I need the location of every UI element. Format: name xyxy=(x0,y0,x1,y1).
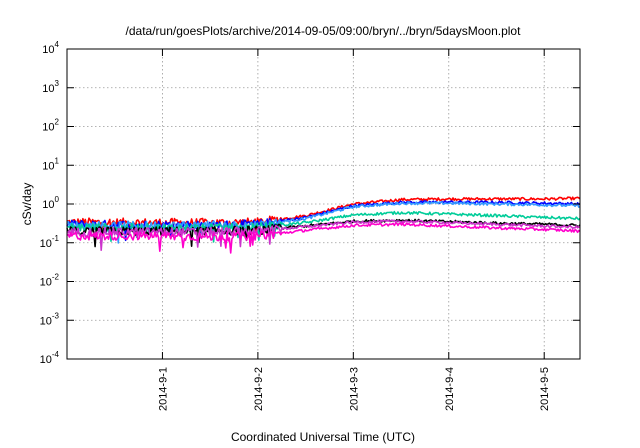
x-tick-labels: 2014-9-1 2014-9-2 2014-9-3 2014-9-4 2014-9-5 xyxy=(157,367,551,411)
y-tick-label: 10-1 xyxy=(40,234,60,250)
x-tick-label: 2014-9-2 xyxy=(253,367,265,411)
series-line xyxy=(66,222,581,254)
series-line xyxy=(66,219,581,251)
x-tick-label: 2014-9-3 xyxy=(348,367,360,411)
y-tick-labels: 104 103 102 101 100 10-1 10-2 10-3 10-4 xyxy=(40,40,60,366)
y-tick-label: 104 xyxy=(42,40,59,56)
y-axis-label: cSv/day xyxy=(20,183,34,226)
x-tick-label: 2014-9-1 xyxy=(157,367,169,411)
grid xyxy=(67,49,580,359)
y-tick-label: 100 xyxy=(42,195,59,211)
y-tick-label: 103 xyxy=(42,79,59,95)
y-tick-label: 10-2 xyxy=(40,273,60,289)
chart-title: /data/run/goesPlots/archive/2014-09-05/0… xyxy=(126,24,522,38)
x-tick-label: 2014-9-5 xyxy=(539,367,551,411)
axis-ticks xyxy=(67,48,580,360)
x-tick-label: 2014-9-4 xyxy=(444,367,456,411)
y-tick-label: 10-4 xyxy=(40,350,60,366)
y-tick-label: 101 xyxy=(42,156,59,172)
y-tick-label: 10-3 xyxy=(40,311,60,327)
x-axis-label: Coordinated Universal Time (UTC) xyxy=(231,430,415,444)
series-group xyxy=(66,196,581,254)
series-line xyxy=(66,210,581,243)
y-tick-label: 102 xyxy=(42,118,59,134)
